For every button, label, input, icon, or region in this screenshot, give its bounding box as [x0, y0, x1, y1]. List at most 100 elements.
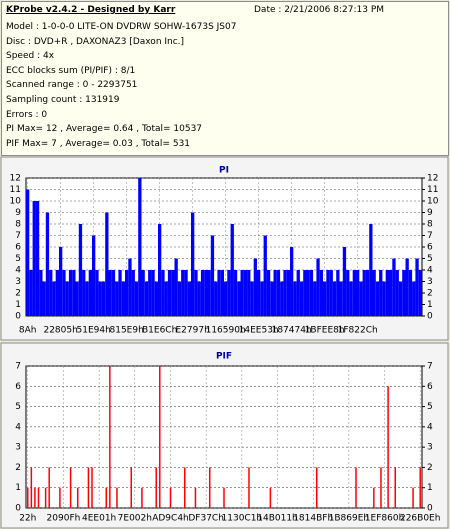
bar [87, 467, 90, 508]
bar [128, 258, 132, 316]
bar [91, 467, 93, 508]
bar [392, 258, 396, 316]
x-tick-label: AD9C4h [152, 514, 189, 524]
y-tick-label: 6 [15, 382, 21, 392]
bar [270, 281, 274, 316]
bar [65, 281, 69, 316]
bar [52, 281, 56, 316]
bar [412, 487, 414, 508]
info-line: ECC blocks sum (PI/PIF) : 8/1 [6, 65, 136, 76]
bar [138, 178, 142, 316]
bar [296, 270, 300, 316]
bar [191, 212, 195, 316]
bar [280, 281, 284, 316]
bar [224, 281, 228, 316]
chart-title: PIF [216, 352, 232, 362]
bar [316, 467, 318, 508]
info-line: Speed : 4x [6, 51, 55, 62]
x-tick-label: B1E6Ch [142, 326, 177, 336]
bar [72, 270, 76, 316]
y2-tick-label: 6 [427, 382, 433, 392]
x-tick-label: 226B0Eh [400, 514, 440, 524]
bar [405, 258, 409, 316]
y-tick-label: 0 [15, 504, 21, 514]
y2-tick-label: 1 [427, 483, 433, 493]
bar [419, 467, 421, 508]
bar [55, 270, 59, 316]
bar [273, 270, 277, 316]
y2-tick-label: 4 [427, 422, 433, 432]
bar [323, 281, 327, 316]
bar [108, 270, 112, 316]
y-tick-label: 1 [15, 300, 21, 310]
bar [121, 281, 125, 316]
bar [164, 281, 168, 316]
bar [329, 270, 333, 316]
bar [412, 281, 416, 316]
y2-tick-label: 1 [427, 300, 433, 310]
bar [48, 467, 50, 508]
info-line: Errors : 0 [6, 109, 48, 120]
bar [365, 270, 370, 316]
bar [306, 270, 310, 316]
y-tick-label: 3 [15, 443, 21, 453]
chart-title: PI [219, 166, 229, 176]
bar [276, 270, 281, 316]
bar [336, 270, 340, 316]
bar [171, 270, 175, 316]
y2-tick-label: 6 [427, 243, 433, 253]
y2-tick-label: 7 [427, 231, 433, 241]
bar [372, 270, 376, 316]
bar [194, 270, 198, 316]
y2-tick-label: 3 [427, 443, 433, 453]
bar [159, 366, 161, 508]
y-tick-label: 4 [15, 266, 21, 276]
y-tick-label: 5 [15, 254, 21, 264]
y-tick-label: 2 [15, 289, 21, 299]
app-title: KProbe v2.4.2 - Designed by Karr [6, 5, 176, 15]
y-tick-label: 2 [15, 463, 21, 473]
bar [395, 270, 399, 316]
bar [379, 270, 383, 316]
bar [154, 281, 158, 316]
bar [316, 258, 320, 316]
bar [69, 467, 72, 508]
bar [253, 258, 257, 316]
bar [68, 270, 73, 316]
bar [217, 270, 221, 316]
y2-tick-label: 2 [427, 463, 433, 473]
bar [95, 270, 99, 316]
bar [342, 247, 347, 316]
bar [167, 270, 172, 316]
y2-tick-label: 0 [427, 504, 433, 514]
y2-tick-label: 2 [427, 289, 433, 299]
x-tick-label: 22h [19, 514, 36, 524]
bar [283, 270, 287, 316]
bar [387, 386, 389, 508]
bar [309, 270, 314, 316]
y-tick-label: 3 [15, 277, 21, 287]
y2-tick-label: 5 [427, 402, 433, 412]
bar [44, 487, 47, 508]
bar [59, 247, 63, 316]
bar [266, 270, 271, 316]
bar [116, 487, 118, 508]
x-tick-label: 4EE01h [82, 514, 116, 524]
x-tick-label: 1130C1h [222, 514, 263, 524]
bar [233, 270, 238, 316]
y-tick-label: 7 [15, 362, 21, 372]
bar [352, 270, 356, 316]
bar [187, 281, 191, 316]
bar [109, 366, 111, 508]
bar [45, 212, 50, 316]
bar [299, 281, 304, 316]
y-tick-label: 12 [10, 174, 21, 184]
bar [326, 270, 330, 316]
bar [269, 487, 272, 508]
x-tick-label: 1BFEE8h [305, 326, 345, 336]
bar [111, 270, 116, 316]
y-tick-label: 0 [15, 312, 21, 322]
bar [240, 270, 244, 316]
bar [290, 247, 294, 316]
